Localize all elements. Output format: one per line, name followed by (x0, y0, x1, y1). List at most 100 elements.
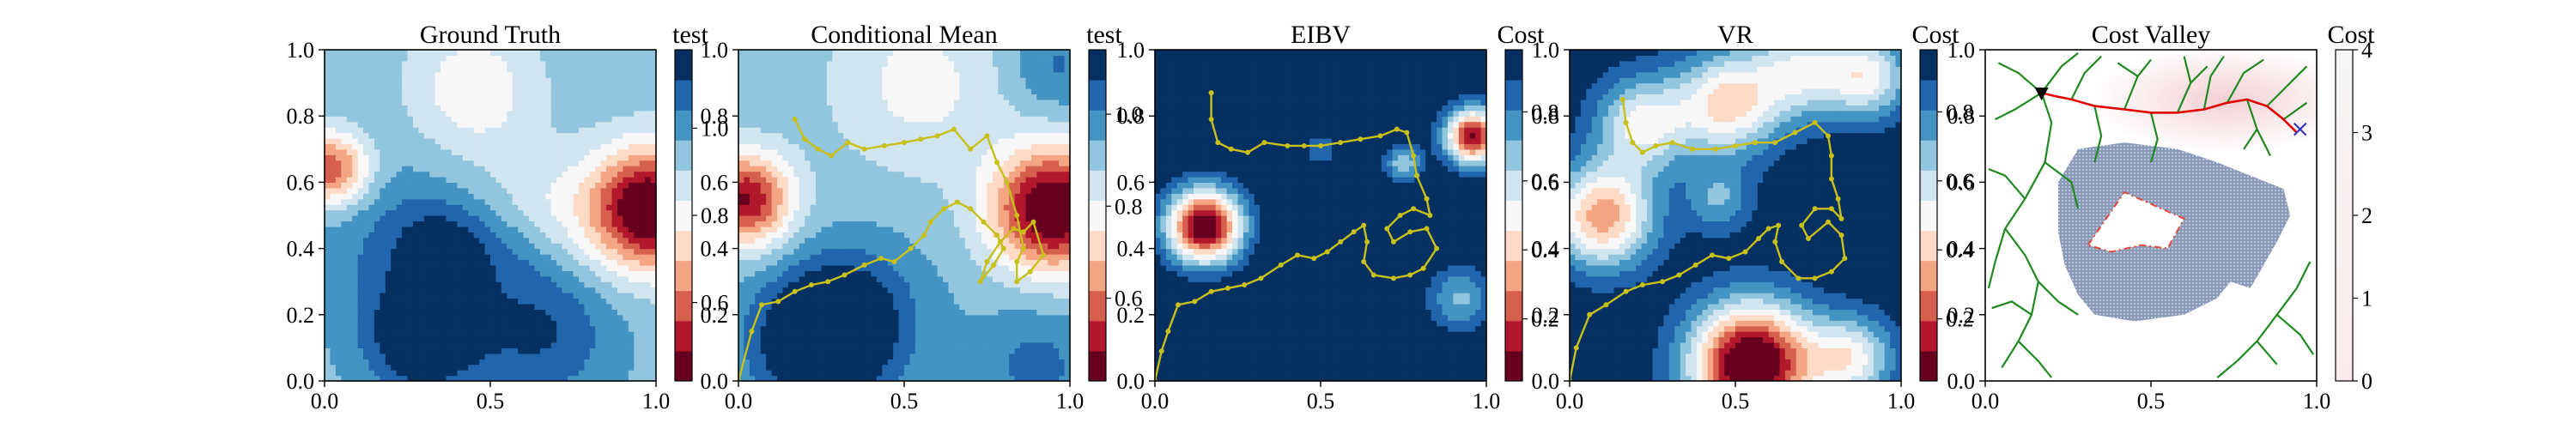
heatmap-cell (882, 341, 889, 348)
heatmap-cell (606, 166, 613, 172)
heatmap-cell (970, 264, 977, 271)
heatmap-cell (468, 66, 475, 73)
heatmap-cell (512, 66, 519, 73)
heatmap-cell (584, 116, 591, 123)
heatmap-cell (335, 204, 342, 211)
heatmap-cell (600, 353, 607, 360)
heatmap-cell (534, 298, 541, 305)
heatmap-cell (341, 264, 348, 271)
heatmap-cell (407, 121, 414, 128)
heatmap-cell (1064, 341, 1070, 348)
heatmap-cell (992, 281, 999, 288)
heatmap-cell (539, 132, 546, 139)
heatmap-cell (584, 314, 591, 321)
heatmap-cell (606, 193, 613, 200)
heatmap-cell (539, 182, 546, 189)
heatmap-cell (335, 154, 342, 161)
heatmap-cell (434, 264, 441, 271)
heatmap-cell (341, 325, 348, 332)
heatmap-cell (645, 237, 652, 244)
heatmap-cell (385, 375, 392, 381)
heatmap-cell (418, 364, 425, 371)
heatmap-cell (909, 314, 916, 321)
heatmap-cell (545, 303, 552, 310)
heatmap-cell (330, 325, 337, 332)
heatmap-cell (518, 143, 525, 150)
heatmap-cell (975, 293, 982, 299)
heatmap-cell (556, 254, 563, 261)
heatmap-cell (749, 303, 756, 310)
heatmap-cell (330, 116, 337, 123)
heatmap-cell (617, 264, 623, 271)
heatmap-cell (556, 116, 563, 123)
heatmap-cell (468, 353, 475, 360)
heatmap-cell (1030, 309, 1037, 316)
heatmap-cell (1009, 275, 1016, 282)
heatmap-cell (495, 375, 502, 381)
heatmap-cell (523, 270, 530, 277)
heatmap-cell (926, 364, 933, 371)
heatmap-cell (1009, 336, 1016, 343)
heatmap-cell (882, 303, 889, 310)
heatmap-cell (771, 331, 778, 338)
heatmap-cell (998, 259, 1005, 266)
heatmap-cell (639, 275, 646, 282)
heatmap-cell (518, 132, 525, 139)
heatmap-cell (568, 248, 574, 255)
heatmap-cell (556, 198, 563, 205)
heatmap-cell (341, 88, 348, 95)
heatmap-cell (1059, 264, 1066, 271)
heatmap-cell (562, 364, 568, 371)
heatmap-cell (468, 71, 475, 78)
heatmap-cell (391, 215, 398, 222)
heatmap-cell (623, 298, 629, 305)
heatmap-cell (1053, 298, 1060, 305)
heatmap-cell (545, 176, 552, 183)
heatmap-cell (832, 375, 839, 381)
heatmap-cell (926, 353, 933, 360)
heatmap-cell (357, 347, 364, 354)
heatmap-cell (529, 281, 536, 288)
heatmap-cell (623, 66, 629, 73)
heatmap-cell (462, 232, 469, 239)
heatmap-cell (451, 364, 458, 371)
heatmap-cell (423, 105, 430, 112)
heatmap-cell (1059, 325, 1066, 332)
heatmap-cell (518, 275, 525, 282)
heatmap-cell (584, 325, 591, 332)
heatmap-cell (782, 370, 789, 377)
heatmap-cell (473, 248, 480, 255)
heatmap-cell (368, 137, 375, 144)
heatmap-cell (479, 209, 486, 216)
heatmap-cell (330, 370, 337, 377)
heatmap-cell (545, 287, 552, 293)
heatmap-cell (959, 364, 966, 371)
heatmap-cell (512, 121, 519, 128)
heatmap-cell (368, 353, 375, 360)
heatmap-cell (595, 320, 602, 327)
heatmap-cell (843, 325, 850, 332)
heatmap-cell (539, 166, 546, 172)
heatmap-cell (887, 293, 894, 299)
heatmap-cell (904, 264, 911, 271)
heatmap-cell (578, 148, 585, 155)
heatmap-cell (490, 77, 497, 84)
heatmap-cell (645, 148, 652, 155)
heatmap-cell (473, 187, 480, 194)
heatmap-cell (568, 325, 574, 332)
heatmap-cell (617, 193, 623, 200)
heatmap-cell (380, 50, 386, 57)
heatmap-cell (816, 336, 823, 343)
heatmap-cell (617, 99, 623, 106)
heatmap-cell (793, 264, 800, 271)
heatmap-cell (380, 375, 386, 381)
heatmap-cell (920, 353, 927, 360)
heatmap-cell (534, 275, 541, 282)
heatmap-cell (479, 204, 486, 211)
heatmap-cell (346, 176, 353, 183)
heatmap-cell (462, 166, 469, 172)
heatmap-cell (760, 370, 767, 377)
heatmap-cell (628, 198, 635, 205)
heatmap-cell (943, 320, 950, 327)
heatmap-cell (468, 60, 475, 67)
